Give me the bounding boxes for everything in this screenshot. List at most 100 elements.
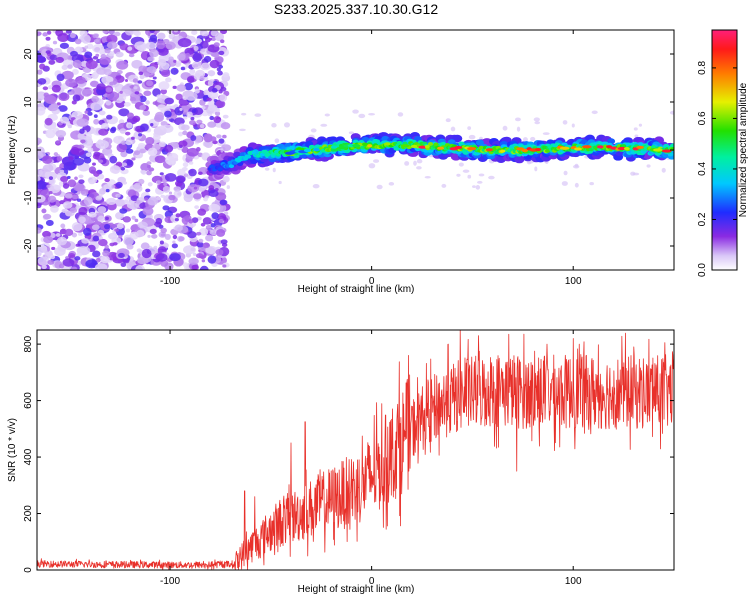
ridge-peak	[303, 148, 312, 153]
noise-blob	[135, 200, 141, 204]
noise-blob	[55, 56, 64, 64]
noise-blob	[69, 32, 76, 39]
noise-blob	[105, 76, 114, 82]
noise-blob	[88, 211, 97, 218]
noise-blob	[97, 139, 103, 145]
noise-blob	[127, 46, 133, 51]
noise-blob	[192, 252, 197, 257]
noise-blob	[161, 69, 171, 78]
noise-blob	[213, 116, 222, 124]
colorbar-ticks: 0.0 0.2 0.4 0.6 0.8	[697, 61, 737, 277]
ridge-cell	[228, 164, 235, 169]
noise-blob	[159, 125, 165, 130]
noise-blob	[53, 184, 61, 190]
noise-blob	[105, 188, 110, 193]
noise-blob	[283, 122, 291, 128]
colorbar-tick-label: 0.4	[697, 162, 708, 176]
noise-blob	[488, 175, 495, 180]
noise-blob	[213, 53, 220, 58]
noise-blob	[450, 126, 456, 132]
ridge-cell	[607, 138, 616, 145]
noise-blob	[183, 173, 189, 177]
noise-blob	[46, 30, 52, 35]
ridge-peak	[410, 144, 418, 148]
noise-blob	[115, 212, 124, 220]
noise-blob	[574, 163, 579, 168]
noise-blob	[139, 74, 145, 80]
noise-blob	[149, 30, 155, 34]
noise-blob	[115, 193, 121, 198]
noise-blob	[210, 30, 219, 37]
noise-blob	[76, 118, 89, 127]
noise-blob	[208, 184, 215, 191]
noise-blob	[61, 70, 74, 80]
noise-blob	[157, 32, 166, 40]
noise-blob	[202, 31, 209, 37]
noise-blob	[201, 106, 206, 110]
noise-blob	[145, 188, 151, 193]
noise-blob	[226, 185, 231, 189]
noise-blob	[100, 255, 110, 264]
noise-blob	[164, 233, 171, 241]
noise-blob	[83, 196, 93, 206]
noise-blob	[215, 248, 224, 256]
noise-blob	[218, 50, 225, 56]
x-tick-label: -100	[160, 276, 180, 287]
noise-blob	[358, 113, 366, 119]
noise-blob	[73, 148, 85, 156]
noise-blob	[84, 51, 93, 59]
noise-blob	[193, 193, 202, 200]
noise-blob	[120, 262, 127, 268]
noise-blob	[271, 123, 277, 128]
noise-blob	[533, 117, 540, 122]
noise-blob	[140, 163, 150, 172]
noise-blob	[152, 76, 157, 80]
noise-blob	[184, 266, 189, 270]
ridge-cell	[433, 142, 439, 147]
noise-blob	[320, 123, 328, 127]
noise-blob	[207, 104, 218, 112]
noise-blob	[190, 135, 197, 141]
noise-blob	[175, 93, 183, 101]
noise-blob	[123, 199, 129, 204]
noise-blob	[87, 176, 97, 184]
noise-blob	[164, 97, 175, 105]
noise-blob	[173, 186, 182, 192]
noise-blob	[169, 253, 181, 262]
noise-blob	[42, 230, 51, 238]
noise-blob	[37, 227, 42, 234]
noise-blob	[78, 47, 84, 52]
noise-blob	[72, 68, 79, 75]
noise-blob	[218, 138, 225, 144]
noise-blob	[174, 106, 184, 116]
noise-blob	[43, 235, 53, 244]
noise-blob	[64, 228, 74, 237]
ridge-cell	[427, 142, 434, 146]
noise-blob	[47, 195, 57, 203]
noise-blob	[129, 96, 136, 103]
noise-blob	[114, 198, 126, 207]
noise-blob	[467, 174, 472, 179]
noise-blob	[78, 216, 86, 224]
noise-blob	[54, 247, 66, 256]
noise-blob	[56, 236, 68, 246]
noise-blob	[81, 34, 91, 44]
y-tick-label: 0	[23, 147, 34, 153]
noise-blob	[324, 113, 330, 117]
noise-blob	[55, 30, 64, 37]
noise-blob	[173, 189, 182, 198]
noise-blob	[59, 169, 65, 174]
noise-blob	[79, 128, 85, 134]
noise-blob	[348, 131, 354, 135]
colorbar-tick-label: 0.8	[697, 61, 708, 75]
ridge-peak	[362, 142, 369, 146]
ridge-peak	[400, 144, 410, 148]
noise-blob	[214, 111, 221, 117]
noise-blob	[184, 82, 194, 91]
x-tick-label: 0	[369, 576, 375, 587]
noise-blob	[191, 217, 199, 223]
noise-blob	[208, 203, 221, 212]
noise-blob	[50, 205, 59, 213]
ridge-peak	[330, 145, 338, 149]
noise-blob	[42, 32, 48, 37]
